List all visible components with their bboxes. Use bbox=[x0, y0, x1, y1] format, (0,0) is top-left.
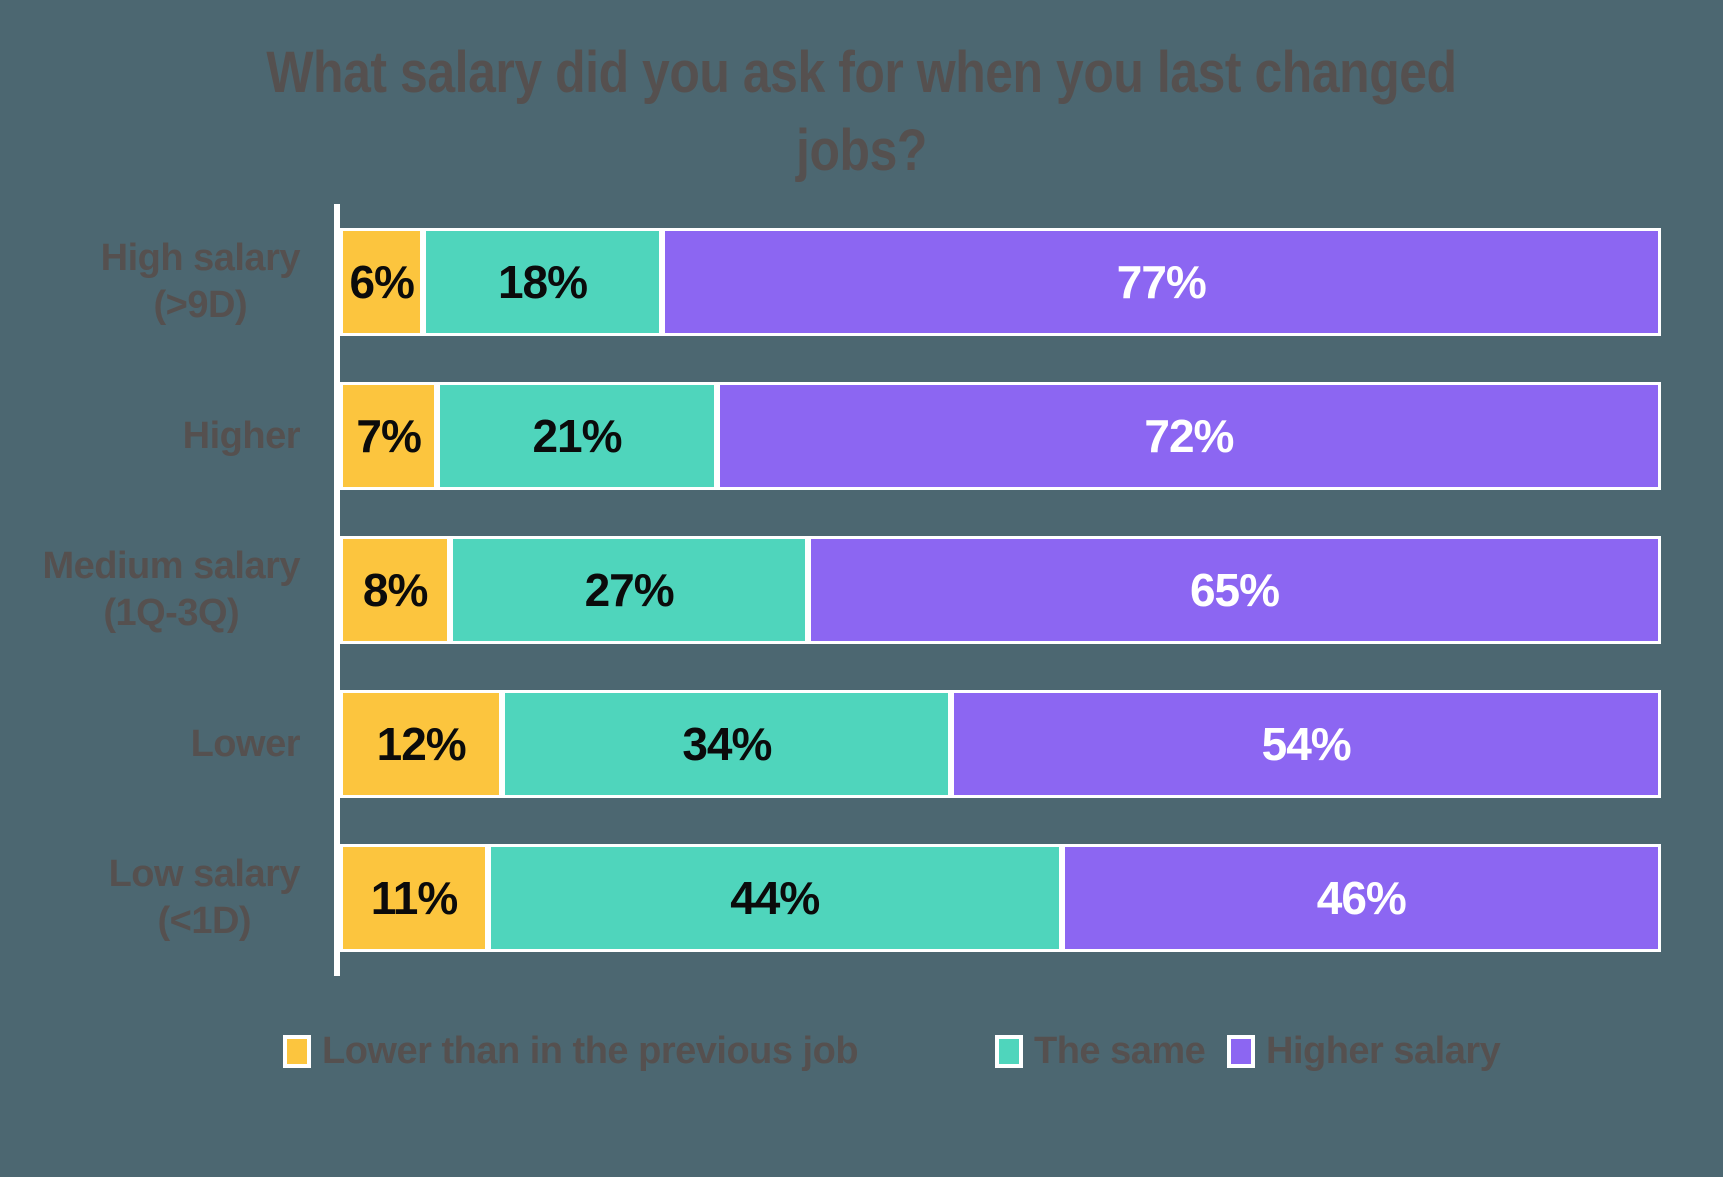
bar-segment-lower-than-in-the-previous-job: 6% bbox=[340, 228, 424, 336]
bar-segment-the-same: 18% bbox=[423, 228, 662, 336]
bar-value-label: 46% bbox=[1316, 872, 1407, 924]
category-label-low-salary-1d: Low salary (<1D) bbox=[0, 844, 340, 952]
bar-segment-the-same: 34% bbox=[502, 690, 952, 798]
bar-segment-higher-salary: 65% bbox=[808, 536, 1661, 644]
category-label-text: High salary (>9D) bbox=[100, 235, 301, 329]
category-label-line: High salary bbox=[100, 237, 301, 279]
bar-lower: 12% 34% 54% bbox=[340, 690, 1661, 798]
category-label-high-salary-9d: High salary (>9D) bbox=[0, 228, 340, 336]
bar-value-label: 54% bbox=[1261, 718, 1352, 770]
bar-value-label: 44% bbox=[730, 872, 820, 924]
category-label-line: Higher bbox=[182, 414, 301, 457]
bar-segment-lower-than-in-the-previous-job: 12% bbox=[340, 690, 503, 798]
category-label-line: Lower bbox=[190, 722, 301, 765]
bar-segment-lower-than-in-the-previous-job: 8% bbox=[340, 536, 451, 644]
bar-segment-lower-than-in-the-previous-job: 7% bbox=[340, 382, 438, 490]
bar-value-label: 27% bbox=[584, 564, 675, 616]
bar-value-label: 6% bbox=[349, 256, 414, 308]
bar-value-label: 72% bbox=[1144, 410, 1234, 462]
chart-title-line-2: jobs? bbox=[796, 118, 927, 183]
category-label-text: Low salary (<1D) bbox=[108, 851, 301, 945]
bar-value-label: 77% bbox=[1116, 256, 1207, 308]
bar-segment-the-same: 27% bbox=[450, 536, 809, 644]
chart-title-line-1: What salary did you ask for when you las… bbox=[266, 40, 1457, 105]
y-axis-line bbox=[334, 204, 340, 976]
bar-segment-higher-salary: 46% bbox=[1061, 844, 1661, 952]
legend-swatch-higher-salary bbox=[1227, 1035, 1255, 1068]
bar-segment-the-same: 44% bbox=[487, 844, 1062, 952]
chart-row-medium-salary-1q-3q: Medium salary (1Q-3Q) 8% 27% 65% bbox=[0, 536, 1661, 644]
category-label-line: Low salary bbox=[108, 853, 301, 895]
category-label-line: Medium salary bbox=[42, 545, 301, 587]
legend-item-higher-salary: Higher salary bbox=[1227, 1030, 1501, 1073]
legend-label: Higher salary bbox=[1266, 1030, 1501, 1072]
bar-low-salary-1d: 11% 44% 46% bbox=[340, 844, 1661, 952]
bar-value-label: 7% bbox=[356, 410, 421, 462]
category-label-text: Higher bbox=[182, 413, 301, 460]
plot-area: High salary (>9D) 6% 18% 77% Higher 7% 21% 72% Me… bbox=[0, 228, 1661, 998]
bar-value-label: 21% bbox=[532, 410, 622, 462]
bar-segment-lower-than-in-the-previous-job: 11% bbox=[340, 844, 488, 952]
chart-row-low-salary-1d: Low salary (<1D) 11% 44% 46% bbox=[0, 844, 1661, 952]
bar-value-label: 65% bbox=[1189, 564, 1280, 616]
category-label-text: Medium salary (1Q-3Q) bbox=[43, 543, 301, 637]
chart-title: What salary did you ask for when you las… bbox=[121, 34, 1603, 190]
bar-segment-higher-salary: 72% bbox=[716, 382, 1661, 490]
bar-value-label: 8% bbox=[362, 564, 428, 616]
category-label-line: (>9D) bbox=[153, 284, 248, 326]
legend-swatch-the-same bbox=[995, 1035, 1023, 1068]
category-label-higher: Higher bbox=[0, 382, 340, 490]
category-label-line: (1Q-3Q) bbox=[103, 592, 240, 634]
legend-label: Lower than in the previous job bbox=[322, 1030, 859, 1072]
bar-segment-higher-salary: 77% bbox=[661, 228, 1661, 336]
legend-item-the-same: The same bbox=[995, 1030, 1206, 1073]
category-label-medium-salary-1q-3q: Medium salary (1Q-3Q) bbox=[0, 536, 340, 644]
chart-row-high-salary-9d: High salary (>9D) 6% 18% 77% bbox=[0, 228, 1661, 336]
bar-medium-salary-1q-3q: 8% 27% 65% bbox=[340, 536, 1661, 644]
legend-item-lower-than-in-the-previous-job: Lower than in the previous job bbox=[283, 1030, 859, 1073]
bar-value-label: 18% bbox=[497, 256, 588, 308]
bar-value-label: 12% bbox=[376, 718, 467, 770]
category-label-lower: Lower bbox=[0, 690, 340, 798]
chart-row-lower: Lower 12% 34% 54% bbox=[0, 690, 1661, 798]
bar-high-salary-9d: 6% 18% 77% bbox=[340, 228, 1661, 336]
category-label-line: (<1D) bbox=[157, 900, 252, 942]
bar-value-label: 34% bbox=[682, 718, 772, 770]
legend-label: The same bbox=[1034, 1030, 1206, 1072]
bar-value-label: 11% bbox=[370, 872, 459, 924]
bar-segment-higher-salary: 54% bbox=[951, 690, 1661, 798]
bar-segment-the-same: 21% bbox=[437, 382, 717, 490]
category-label-text: Lower bbox=[190, 721, 301, 768]
legend: Lower than in the previous job The same Hi… bbox=[0, 1030, 1723, 1090]
legend-swatch-lower-than-in-the-previous-job bbox=[283, 1035, 311, 1068]
bar-higher: 7% 21% 72% bbox=[340, 382, 1661, 490]
chart-row-higher: Higher 7% 21% 72% bbox=[0, 382, 1661, 490]
